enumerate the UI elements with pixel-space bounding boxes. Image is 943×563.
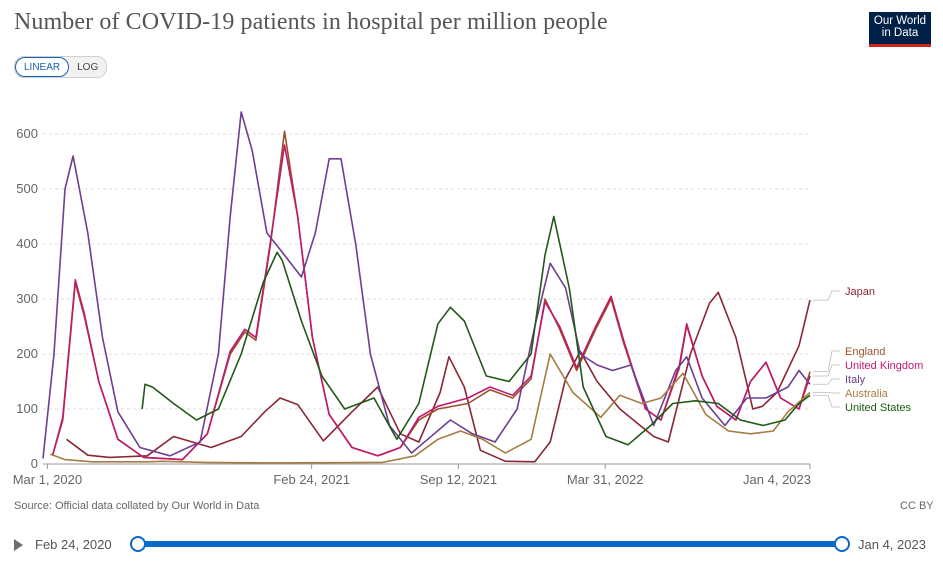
legend-label-japan: Japan bbox=[845, 286, 875, 298]
timeline-track[interactable] bbox=[138, 541, 842, 547]
line-chart[interactable]: 0 100 200 300 400 500 600 Mar 1, 2020 Feb 24, 20… bbox=[0, 0, 943, 500]
source-note: Source: Official data collated by Our Wo… bbox=[14, 500, 260, 512]
y-tick-label: 600 bbox=[16, 126, 38, 141]
timeline-start-date: Feb 24, 2020 bbox=[35, 537, 112, 552]
y-tick-label: 0 bbox=[31, 456, 38, 471]
legend-label-australia: Australia bbox=[845, 388, 889, 400]
legend-label-united-kingdom: United Kingdom bbox=[845, 360, 923, 372]
series-line-italy bbox=[42, 111, 811, 459]
series-line-united-states bbox=[141, 215, 811, 446]
series-line-australia bbox=[50, 353, 811, 464]
y-tick-label: 200 bbox=[16, 346, 38, 361]
legend-connector bbox=[813, 364, 840, 377]
legend-connector bbox=[813, 350, 840, 372]
y-tick-label: 400 bbox=[16, 236, 38, 251]
legend-connector bbox=[813, 290, 840, 301]
play-icon[interactable] bbox=[14, 539, 23, 551]
legend-label-england: England bbox=[845, 346, 885, 358]
logo-line-2: in Data bbox=[881, 27, 919, 39]
y-tick-label: 300 bbox=[16, 291, 38, 306]
x-tick-label: Sep 12, 2021 bbox=[420, 472, 497, 487]
legend-label-italy: Italy bbox=[845, 374, 866, 386]
legend-connector bbox=[813, 394, 840, 408]
x-tick-label: Mar 31, 2022 bbox=[567, 472, 644, 487]
x-tick-label: Mar 1, 2020 bbox=[13, 472, 82, 487]
owid-logo[interactable]: Our World in Data bbox=[869, 12, 931, 47]
legend-label-united-states: United States bbox=[845, 402, 912, 414]
scale-toggle: LINEAR LOG bbox=[14, 56, 108, 78]
chart-title: Number of COVID-19 patients in hospital … bbox=[14, 9, 608, 35]
logo-line-1: Our World bbox=[873, 15, 927, 27]
series-line-united-kingdom bbox=[51, 144, 811, 461]
timeline-start-handle[interactable] bbox=[130, 536, 146, 552]
legend-connector bbox=[813, 392, 840, 394]
legend-connector bbox=[813, 378, 840, 385]
y-tick-label: 500 bbox=[16, 181, 38, 196]
log-scale-button[interactable]: LOG bbox=[69, 57, 107, 77]
timeline-end-date: Jan 4, 2023 bbox=[858, 537, 926, 552]
linear-scale-button[interactable]: LINEAR bbox=[15, 57, 70, 77]
series-line-japan bbox=[66, 291, 811, 463]
timeline-end-handle[interactable] bbox=[834, 536, 850, 552]
x-tick-label: Feb 24, 2021 bbox=[273, 472, 350, 487]
x-tick-label: Jan 4, 2023 bbox=[743, 472, 811, 487]
timeline: Feb 24, 2020 Jan 4, 2023 bbox=[0, 532, 943, 558]
y-tick-label: 100 bbox=[16, 401, 38, 416]
license-link[interactable]: CC BY bbox=[900, 500, 934, 512]
